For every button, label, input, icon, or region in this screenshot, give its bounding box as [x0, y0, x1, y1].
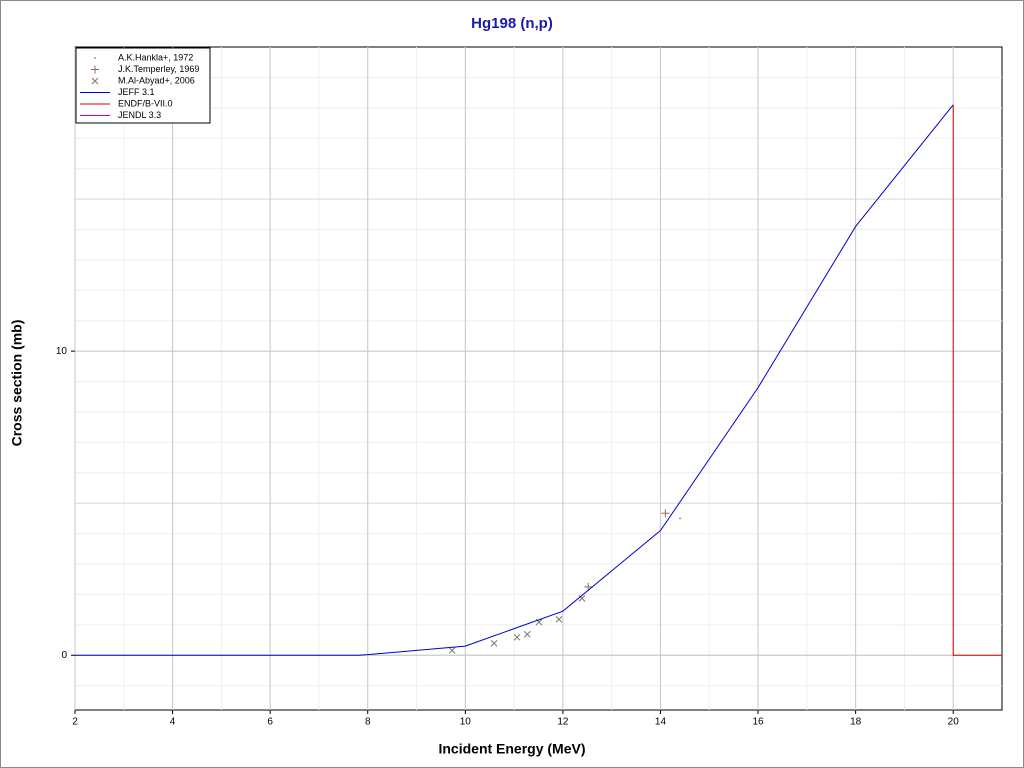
y-tick-label: 10	[56, 346, 68, 357]
x-tick-label: 6	[267, 717, 273, 728]
y-axis-label: Cross section (mb)	[9, 320, 25, 447]
x-tick-label: 10	[460, 717, 472, 728]
data-point	[678, 517, 681, 520]
data-point	[523, 630, 531, 638]
x-tick-label: 4	[170, 717, 176, 728]
x-tick-label: 20	[948, 717, 960, 728]
x-tick-label: 14	[655, 717, 667, 728]
legend-label: A.K.Hankla+, 1972	[118, 52, 193, 62]
x-tick-label: 16	[752, 717, 764, 728]
data-point	[661, 509, 670, 518]
legend-label: M.Al-Abyad+, 2006	[118, 75, 195, 85]
x-tick-label: 8	[365, 717, 371, 728]
data-point	[448, 647, 456, 654]
series-line	[75, 104, 954, 656]
plot-area	[74, 46, 1003, 711]
legend-label: J.K.Temperley, 1969	[118, 64, 199, 74]
legend-swatch	[91, 77, 99, 85]
x-tick-label: 12	[557, 717, 569, 728]
chart-title: Hg198 (n,p)	[471, 15, 553, 32]
x-axis-label: Incident Energy (MeV)	[438, 741, 585, 757]
y-tick-label: 0	[61, 650, 67, 661]
data-point	[555, 616, 563, 623]
data-point	[578, 595, 586, 602]
legend-label: ENDF/B-VII.0	[118, 98, 173, 108]
legend-swatch	[91, 65, 99, 74]
x-tick-label: 18	[850, 717, 862, 728]
x-tick-label: 2	[72, 717, 78, 728]
series-line	[952, 104, 1002, 656]
legend-box	[75, 47, 211, 124]
data-point	[513, 633, 521, 641]
data-point	[584, 582, 593, 591]
legend-label: JENDL 3.3	[118, 110, 161, 120]
legend-label: JEFF 3.1	[118, 87, 155, 97]
legend-swatch	[94, 57, 96, 59]
data-point	[490, 640, 498, 647]
